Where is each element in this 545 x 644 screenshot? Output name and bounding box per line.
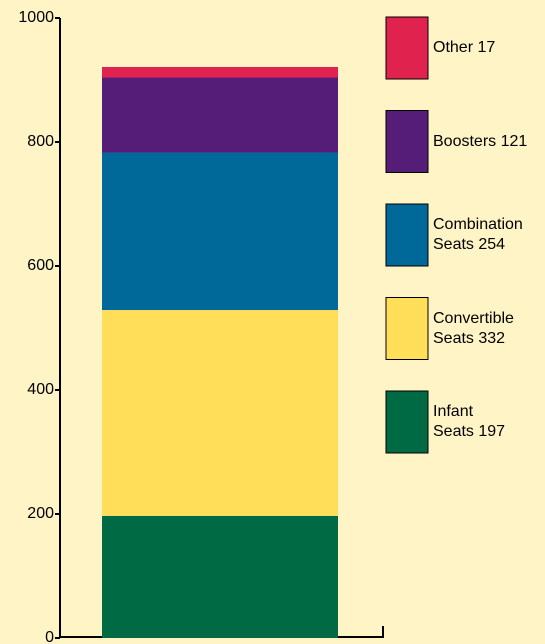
- legend-entry: Infant Seats 197: [433, 402, 505, 442]
- y-tick-label: 0: [45, 629, 54, 644]
- legend-entry: Other 17: [433, 38, 495, 58]
- legend-entry: Combination Seats 254: [433, 215, 523, 255]
- legend-name: Other: [433, 39, 474, 56]
- legend-value: 254: [478, 236, 506, 253]
- bar-segment: [102, 152, 338, 311]
- legend-name: Combination Seats: [433, 216, 523, 253]
- bar-segment: [102, 77, 338, 153]
- bar-segment: [102, 66, 338, 78]
- legend-name: Boosters: [433, 132, 497, 150]
- legend-name: Infant Seats: [433, 403, 474, 440]
- legend-swatch: [385, 390, 429, 454]
- y-tick-label: 400: [27, 381, 54, 398]
- legend-swatch: [385, 16, 429, 80]
- y-tick-label: 800: [27, 133, 54, 150]
- legend-value: 332: [478, 329, 506, 347]
- bar-segment: [102, 310, 338, 516]
- legend-entry: Convertible Seats 332: [433, 309, 514, 349]
- legend-value: 121: [500, 132, 528, 150]
- legend-name: Convertible Seats: [433, 309, 514, 347]
- bar-segment: [102, 515, 338, 638]
- legend-swatch: [385, 297, 429, 360]
- legend-swatch: [385, 110, 429, 173]
- legend-entry: Boosters 121: [433, 132, 527, 152]
- y-tick-label: 600: [27, 257, 54, 274]
- legend-value: 17: [477, 39, 496, 56]
- legend-swatch: [385, 203, 429, 267]
- y-tick-label: 200: [27, 505, 54, 522]
- legend-value: 197: [478, 423, 506, 440]
- y-tick-label: 1000: [18, 9, 54, 26]
